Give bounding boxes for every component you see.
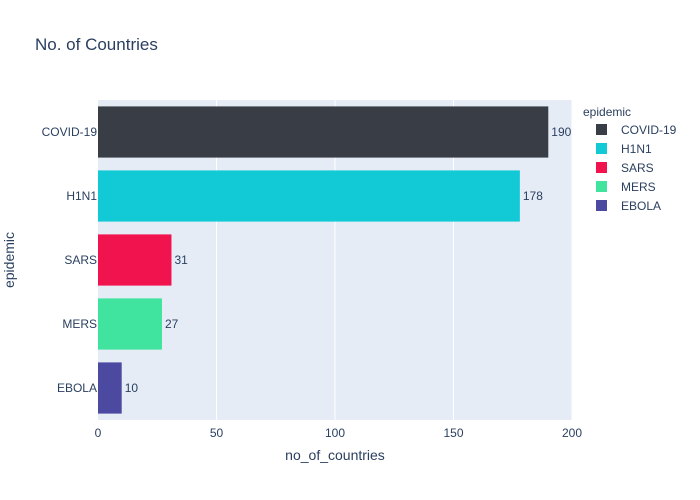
bar-mers[interactable] xyxy=(98,298,162,350)
legend-item-label[interactable]: EBOLA xyxy=(621,199,661,213)
legend-item-label[interactable]: SARS xyxy=(621,161,654,175)
legend-swatch xyxy=(596,200,607,211)
bar-value-label: 10 xyxy=(125,381,139,395)
legend-swatch xyxy=(596,181,607,192)
bar-sars[interactable] xyxy=(98,234,172,286)
y-tick-label: COVID-19 xyxy=(42,125,98,139)
legend-title: epidemic xyxy=(583,105,631,119)
x-axis-tick-labels: 0 50 100 150 200 xyxy=(95,426,583,440)
legend-item-label[interactable]: H1N1 xyxy=(621,142,652,156)
x-tick-label: 150 xyxy=(443,426,463,440)
legend-swatch xyxy=(596,143,607,154)
y-axis-tick-labels: COVID-19 H1N1 SARS MERS EBOLA xyxy=(42,125,98,395)
legend-swatch xyxy=(596,124,607,135)
bar-value-label: 27 xyxy=(165,317,179,331)
legend-item-label[interactable]: COVID-19 xyxy=(621,123,677,137)
bar-value-label: 190 xyxy=(551,125,571,139)
y-tick-label: H1N1 xyxy=(66,189,97,203)
y-axis-title: epidemic xyxy=(1,232,17,288)
bar-value-label: 31 xyxy=(174,253,188,267)
bar-data-labels: 190 178 31 27 10 xyxy=(125,125,572,395)
x-tick-label: 100 xyxy=(325,426,345,440)
x-tick-label: 0 xyxy=(95,426,102,440)
bar-ebola[interactable] xyxy=(98,362,122,414)
chart-title: No. of Countries xyxy=(35,35,158,54)
bar-h1n1[interactable] xyxy=(98,170,520,222)
legend[interactable]: COVID-19 H1N1 SARS MERS EBOLA xyxy=(596,123,677,213)
bars xyxy=(98,106,549,414)
legend-swatch xyxy=(596,162,607,173)
x-tick-label: 200 xyxy=(562,426,582,440)
bar-value-label: 178 xyxy=(523,189,543,203)
bar-covid-19[interactable] xyxy=(98,106,549,158)
x-axis-title: no_of_countries xyxy=(285,447,385,463)
y-tick-label: EBOLA xyxy=(57,381,97,395)
y-tick-label: MERS xyxy=(62,317,97,331)
x-tick-label: 50 xyxy=(210,426,224,440)
legend-item-label[interactable]: MERS xyxy=(621,180,656,194)
y-tick-label: SARS xyxy=(64,253,97,267)
